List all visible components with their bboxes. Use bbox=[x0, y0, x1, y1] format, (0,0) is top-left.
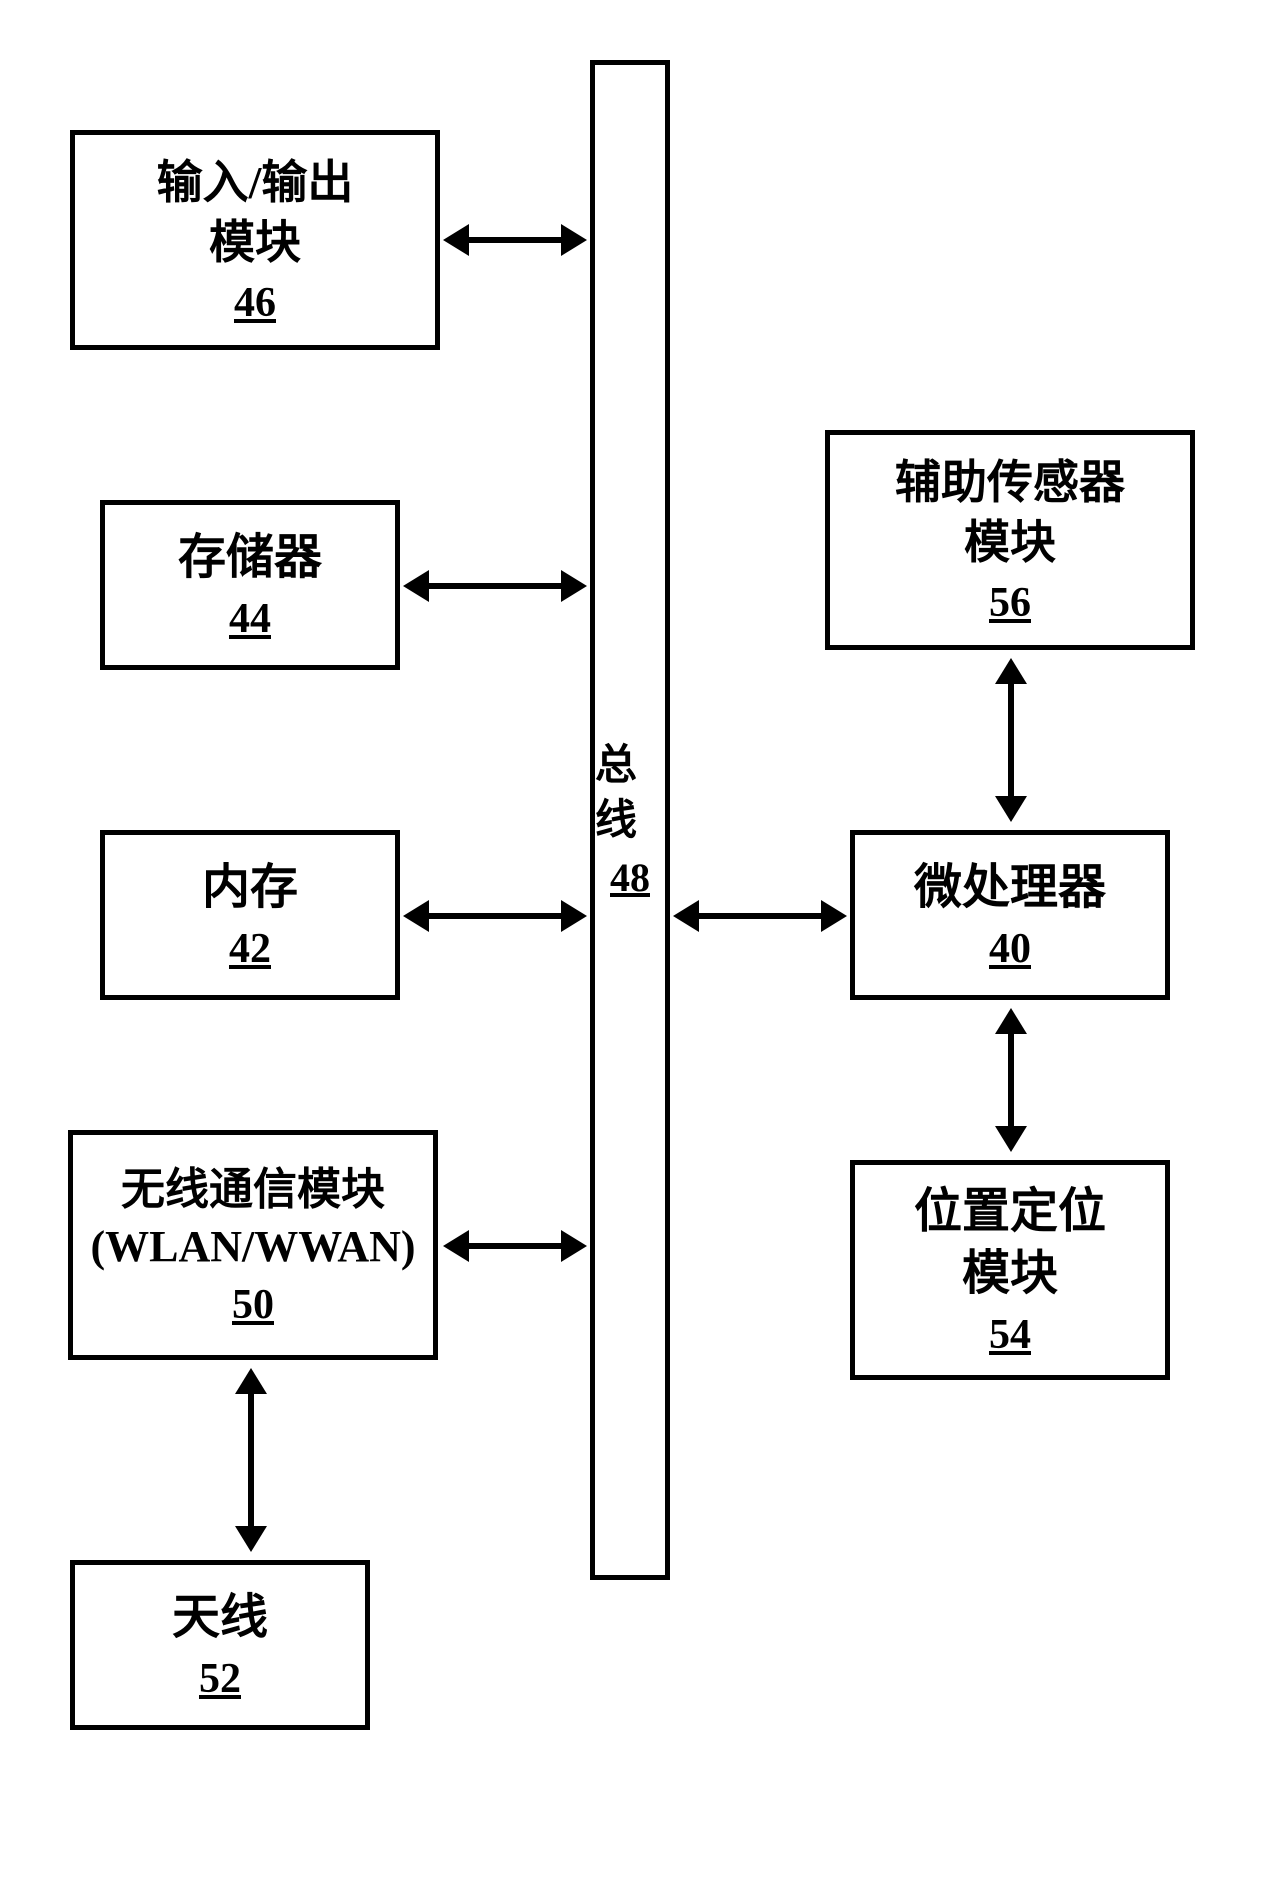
io-module-block: 输入/输出模块 46 bbox=[70, 130, 440, 350]
arrow-storage-bus bbox=[425, 583, 565, 589]
location-number: 54 bbox=[989, 1311, 1031, 1359]
arrow-wireless-antenna bbox=[248, 1390, 254, 1530]
wireless-number: 50 bbox=[232, 1281, 274, 1329]
arrow-io-bus bbox=[465, 237, 565, 243]
bus-number: 48 bbox=[610, 854, 650, 901]
aux-sensor-block: 辅助传感器模块 56 bbox=[825, 430, 1195, 650]
bus-label: 总线 bbox=[595, 739, 665, 848]
storage-label: 存储器 bbox=[178, 527, 322, 589]
location-label: 位置定位模块 bbox=[914, 1181, 1106, 1306]
aux-sensor-label: 辅助传感器模块 bbox=[895, 453, 1125, 573]
antenna-label: 天线 bbox=[172, 1587, 268, 1649]
arrow-memory-bus bbox=[425, 913, 565, 919]
memory-number: 42 bbox=[229, 925, 271, 973]
memory-block: 内存 42 bbox=[100, 830, 400, 1000]
microprocessor-block: 微处理器 40 bbox=[850, 830, 1170, 1000]
aux-sensor-number: 56 bbox=[989, 579, 1031, 627]
io-module-label: 输入/输出模块 bbox=[157, 153, 354, 273]
memory-label: 内存 bbox=[202, 857, 298, 919]
io-module-number: 46 bbox=[234, 279, 276, 327]
bus-block: 总线 48 bbox=[590, 60, 670, 1580]
storage-number: 44 bbox=[229, 595, 271, 643]
arrow-micro-location bbox=[1008, 1030, 1014, 1130]
antenna-block: 天线 52 bbox=[70, 1560, 370, 1730]
wireless-block: 无线通信模块(WLAN/WWAN) 50 bbox=[68, 1130, 438, 1360]
storage-block: 存储器 44 bbox=[100, 500, 400, 670]
location-block: 位置定位模块 54 bbox=[850, 1160, 1170, 1380]
microprocessor-number: 40 bbox=[989, 925, 1031, 973]
antenna-number: 52 bbox=[199, 1655, 241, 1703]
arrow-bus-micro bbox=[695, 913, 825, 919]
arrow-aux-micro bbox=[1008, 680, 1014, 800]
arrow-wireless-bus bbox=[465, 1243, 565, 1249]
wireless-label: 无线通信模块(WLAN/WWAN) bbox=[90, 1161, 415, 1275]
microprocessor-label: 微处理器 bbox=[914, 857, 1106, 919]
